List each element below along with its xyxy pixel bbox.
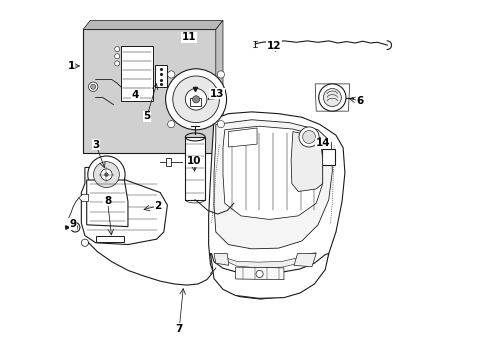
Polygon shape [189, 98, 200, 107]
Circle shape [172, 76, 219, 123]
Circle shape [302, 131, 315, 143]
Polygon shape [165, 158, 171, 166]
Polygon shape [208, 112, 344, 299]
Circle shape [101, 169, 112, 180]
Circle shape [70, 223, 80, 232]
Circle shape [192, 96, 199, 103]
Text: 13: 13 [209, 89, 224, 99]
Text: 3: 3 [92, 140, 100, 150]
Polygon shape [81, 167, 167, 244]
Polygon shape [293, 253, 316, 267]
Circle shape [167, 71, 175, 78]
Circle shape [165, 69, 226, 130]
Circle shape [255, 270, 263, 278]
Text: 11: 11 [182, 32, 196, 42]
Polygon shape [210, 253, 328, 298]
Circle shape [185, 89, 206, 110]
Polygon shape [223, 126, 322, 220]
Polygon shape [228, 128, 257, 147]
Polygon shape [223, 253, 316, 268]
Circle shape [104, 173, 108, 176]
Circle shape [90, 84, 96, 89]
Text: 8: 8 [103, 196, 111, 206]
Circle shape [298, 127, 319, 147]
Circle shape [115, 46, 120, 51]
Polygon shape [83, 21, 223, 30]
Polygon shape [121, 45, 153, 101]
Text: 4: 4 [132, 90, 139, 100]
Polygon shape [155, 65, 167, 87]
Text: 12: 12 [266, 41, 281, 51]
Polygon shape [83, 30, 215, 153]
Text: 1: 1 [67, 61, 75, 71]
Circle shape [217, 71, 224, 78]
Polygon shape [86, 180, 128, 226]
Circle shape [318, 84, 346, 111]
Text: 2: 2 [154, 201, 161, 211]
Circle shape [217, 121, 224, 128]
Polygon shape [79, 194, 88, 202]
Text: 6: 6 [356, 96, 363, 106]
Polygon shape [214, 120, 332, 249]
Polygon shape [290, 132, 322, 192]
Polygon shape [185, 137, 204, 200]
Polygon shape [322, 149, 335, 165]
Polygon shape [215, 21, 223, 153]
Circle shape [115, 61, 120, 66]
Circle shape [115, 54, 120, 59]
Polygon shape [235, 267, 284, 280]
Circle shape [93, 162, 119, 188]
Polygon shape [96, 235, 124, 242]
Circle shape [88, 82, 98, 91]
Text: 7: 7 [175, 324, 183, 334]
Text: 10: 10 [186, 156, 201, 166]
Text: 14: 14 [315, 139, 329, 148]
Circle shape [73, 225, 78, 230]
Polygon shape [214, 253, 228, 265]
Circle shape [88, 156, 125, 193]
Text: 9: 9 [69, 220, 77, 229]
Circle shape [323, 89, 341, 107]
Text: 5: 5 [143, 111, 150, 121]
Circle shape [167, 121, 175, 128]
